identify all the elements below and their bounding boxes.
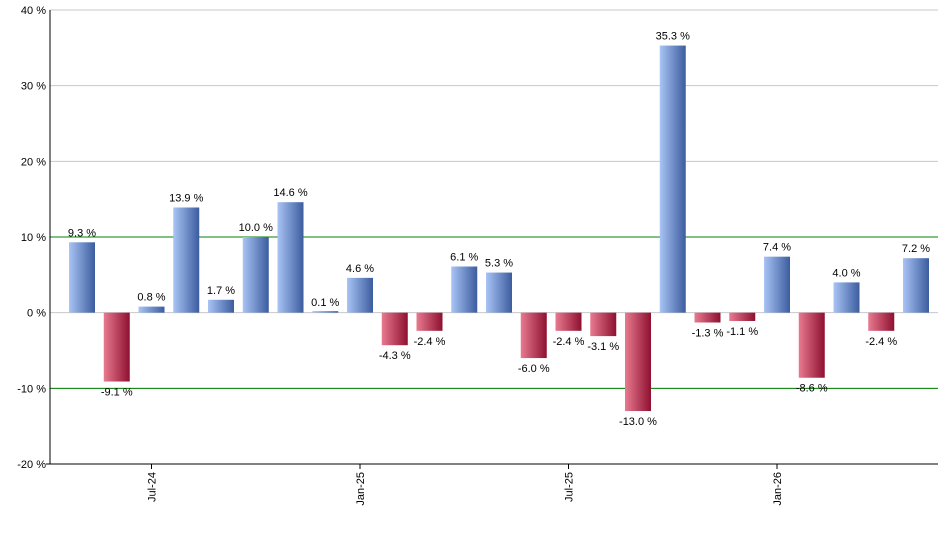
data-label: 5.3 %: [485, 258, 513, 270]
y-tick-label: 20 %: [21, 156, 46, 168]
data-label: 13.9 %: [169, 192, 203, 204]
bar: [590, 312, 617, 337]
axes: 40 % 30 % 20 % 10 % 0 % -10 % -20 % Jul-24 Jan-2…: [17, 5, 938, 506]
bar: [694, 312, 721, 323]
data-label: -2.4 %: [865, 336, 897, 348]
data-label: -1.1 %: [726, 326, 758, 338]
data-label: -4.3 %: [379, 350, 411, 362]
data-label: -2.4 %: [553, 336, 585, 348]
data-label: 4.0 %: [832, 267, 860, 279]
y-tick-label: 0 %: [27, 308, 46, 320]
data-label: 35.3 %: [656, 31, 690, 43]
x-tick-label: Jul-25: [564, 472, 576, 502]
data-label: 4.6 %: [346, 263, 374, 275]
bar: [555, 312, 582, 331]
y-tick-label: -20 %: [17, 459, 46, 471]
bar: [486, 272, 512, 313]
bar: [69, 242, 95, 313]
bar: [868, 312, 895, 331]
x-tick-label: Jul-24: [147, 472, 159, 502]
bar: [451, 266, 478, 313]
data-label: 9.3 %: [68, 227, 96, 239]
bar: [208, 299, 234, 313]
data-label: -8.6 %: [796, 383, 828, 395]
bar: [138, 306, 165, 313]
data-label: -9.1 %: [101, 387, 133, 399]
x-tick-label: Jan-26: [772, 472, 784, 506]
data-label: 10.0 %: [239, 222, 273, 234]
y-tick-label: 40 %: [21, 5, 46, 17]
bar: [625, 312, 651, 412]
bar: [242, 237, 269, 313]
data-label: 14.6 %: [273, 187, 307, 199]
bar: [347, 277, 373, 313]
y-tick-label: 10 %: [21, 232, 46, 244]
x-tick-label: Jan-25: [355, 472, 367, 506]
data-label: -2.4 %: [414, 336, 446, 348]
bar: [729, 312, 756, 321]
bar: [798, 312, 825, 378]
data-label: -6.0 %: [518, 363, 550, 375]
y-tick-label: 30 %: [21, 81, 46, 93]
bar: [764, 256, 790, 313]
bar: [103, 312, 130, 382]
bar: [277, 202, 304, 313]
bar: [173, 207, 200, 313]
data-label: 1.7 %: [207, 285, 235, 297]
bar: [416, 312, 443, 331]
bar: [659, 45, 686, 313]
data-label: -3.1 %: [587, 341, 619, 353]
bar: [903, 258, 929, 313]
data-label: 6.1 %: [450, 252, 478, 264]
y-tick-label: -10 %: [17, 383, 46, 395]
data-label: 7.2 %: [902, 243, 930, 255]
bar: [381, 312, 408, 346]
bar: [312, 311, 339, 313]
bars: [69, 45, 929, 412]
data-label: 0.8 %: [137, 292, 165, 304]
data-label: -1.3 %: [692, 328, 724, 340]
bar: [833, 282, 860, 313]
data-label: -13.0 %: [619, 416, 657, 428]
data-labels: 9.3 % -9.1 % 0.8 % 13.9 % 1.7 % 10.0 % 14.6 % 0…: [68, 31, 930, 428]
data-label: 0.1 %: [311, 297, 339, 309]
data-label: 7.4 %: [763, 242, 791, 254]
bar: [520, 312, 547, 359]
